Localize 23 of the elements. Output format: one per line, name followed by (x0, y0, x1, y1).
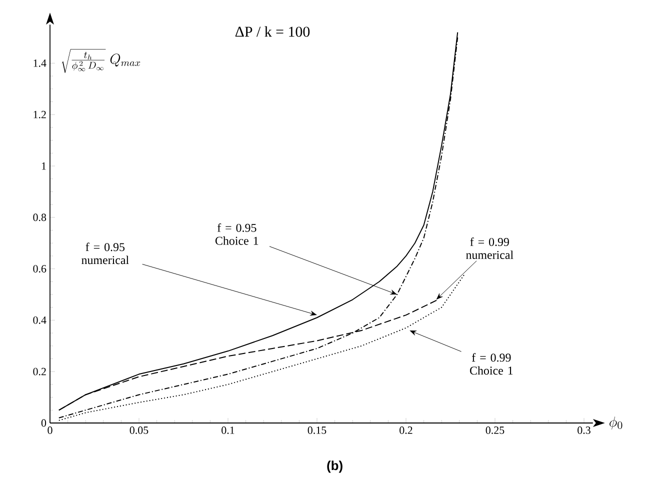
y-tick-label: 1 (42, 162, 46, 170)
x-axis-title: $\phi_0$ (610, 416, 622, 430)
x-tick-label: 0.2 (400, 426, 412, 434)
x-tick-label: 0.1 (222, 426, 234, 434)
x-tick-label: 0.3 (578, 426, 590, 434)
text: (b) (327, 460, 342, 473)
y-tick-label: 0 (41, 419, 46, 427)
x-tick-label: 0.15 (308, 426, 326, 434)
y-tick-label: 1.4 (34, 60, 46, 67)
y-tick-label: 0.4 (33, 316, 46, 324)
x-tick-label: 0.05 (130, 426, 148, 434)
y-axis-title: $\sqrt{\frac{t_h}{\phi_\infty^{\,2}\,D_\infty}}\;Q_{max}$ (62, 49, 140, 74)
y-tick-label: 1.2 (34, 110, 46, 118)
y-tick-label: 0.6 (33, 265, 46, 273)
x-tick-label: 0.25 (486, 426, 504, 434)
annotation: f = 0.95 Choice 1 (215, 223, 258, 245)
annotation: f = 0.99 numerical (466, 237, 514, 259)
x-tick-label: 0 (48, 426, 52, 434)
y-tick-label: 0.2 (33, 368, 46, 376)
annotation: f = 0.95 numerical (82, 242, 129, 264)
chart-title: ΔP / k = 100 (235, 26, 310, 37)
y-tick-label: 0.8 (33, 214, 46, 222)
annotation: f = 0.99 Choice 1 (470, 353, 513, 375)
